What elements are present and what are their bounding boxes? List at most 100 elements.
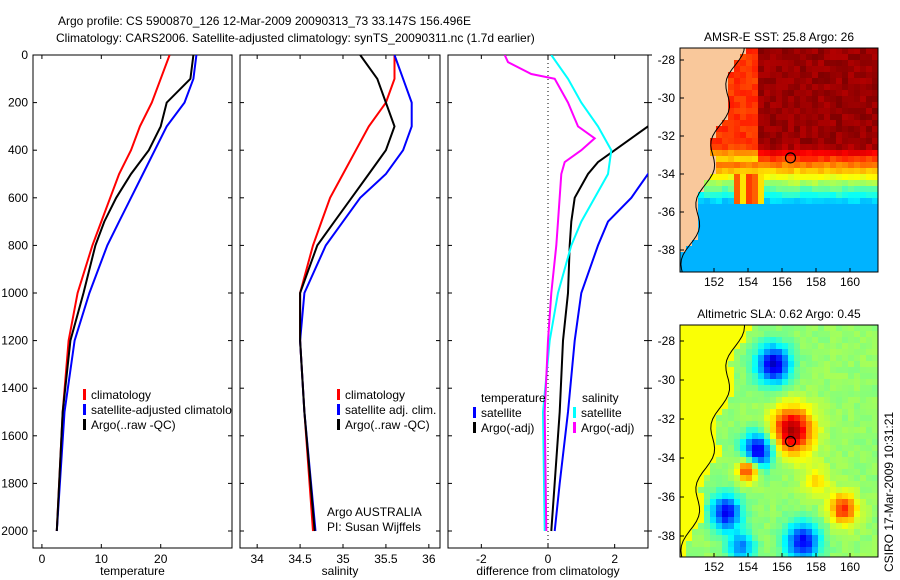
map-cell (698, 427, 704, 433)
y-tick-label: -34 (658, 167, 676, 181)
map-cell (812, 481, 818, 487)
series-line-salinity-argo-adj- (503, 55, 597, 532)
map-cell (692, 174, 698, 180)
map-cell (698, 102, 704, 108)
map-cell (860, 475, 866, 481)
map-cell (848, 84, 854, 90)
map-cell (728, 487, 734, 493)
map-cell (728, 499, 734, 505)
map-cell (836, 180, 842, 186)
map-cell (764, 96, 770, 102)
map-cell (686, 493, 692, 499)
map-cell (734, 90, 740, 96)
map-cell (752, 373, 758, 379)
map-cell (728, 234, 734, 240)
map-cell (740, 144, 746, 150)
map-cell (746, 391, 752, 397)
map-cell (698, 192, 704, 198)
map-cell (680, 228, 686, 234)
map-cell (842, 264, 848, 270)
map-cell (740, 379, 746, 385)
map-cell (740, 234, 746, 240)
map-cell (782, 535, 788, 541)
map-cell (776, 385, 782, 391)
map-cell (866, 379, 872, 385)
map-cell (758, 343, 764, 349)
legend-label: Argo(-adj) (481, 421, 534, 435)
map-cell (842, 499, 848, 505)
map-cell (836, 168, 842, 174)
map-cell (722, 457, 728, 463)
map-cell (740, 409, 746, 415)
map-cell (794, 210, 800, 216)
map-cell (746, 331, 752, 337)
map-cell (740, 132, 746, 138)
map-cell (866, 421, 872, 427)
map-cell (728, 421, 734, 427)
map-cell (758, 54, 764, 60)
map-cell (794, 409, 800, 415)
map-cell (692, 523, 698, 529)
map-cell (746, 252, 752, 258)
map-cell (740, 84, 746, 90)
map-cell (848, 421, 854, 427)
map-cell (764, 541, 770, 547)
map-cell (692, 78, 698, 84)
map-cell (776, 487, 782, 493)
map-cell (860, 535, 866, 541)
map-cell (848, 535, 854, 541)
map-cell (686, 228, 692, 234)
map-cell (848, 60, 854, 66)
map-cell (758, 499, 764, 505)
map-cell (734, 487, 740, 493)
map-cell (710, 150, 716, 156)
map-cell (788, 529, 794, 535)
map-cell (794, 54, 800, 60)
map-cell (752, 481, 758, 487)
x-tick-label: 34 (250, 552, 264, 566)
map-cell (692, 493, 698, 499)
map-cell (710, 469, 716, 475)
map-cell (758, 240, 764, 246)
map-cell (824, 138, 830, 144)
map-cell (686, 361, 692, 367)
map-cell (800, 66, 806, 72)
map-cell (848, 475, 854, 481)
map-cell (698, 505, 704, 511)
map-cell (824, 72, 830, 78)
map-cell (752, 349, 758, 355)
map-cell (806, 379, 812, 385)
map-cell (818, 168, 824, 174)
map-cell (698, 96, 704, 102)
map-cell (812, 54, 818, 60)
map-cell (860, 252, 866, 258)
map-cell (794, 168, 800, 174)
map-cell (680, 541, 686, 547)
map-cell (788, 264, 794, 270)
map-cell (788, 415, 794, 421)
map-cell (860, 270, 866, 272)
map-cell (788, 373, 794, 379)
map-cell (764, 156, 770, 162)
map-cell (866, 66, 872, 72)
map-cell (842, 355, 848, 361)
map-cell (794, 234, 800, 240)
map-cell (818, 403, 824, 409)
map-cell (824, 54, 830, 60)
map-cell (680, 481, 686, 487)
map-cell (830, 433, 836, 439)
map-cell (704, 373, 710, 379)
map-cell (866, 409, 872, 415)
map-cell (776, 541, 782, 547)
map-cell (872, 186, 878, 192)
map-cell (800, 138, 806, 144)
map-cell (866, 385, 872, 391)
map-cell (734, 397, 740, 403)
map-cell (758, 427, 764, 433)
map-cell (848, 204, 854, 210)
map-cell (788, 234, 794, 240)
map-cell (698, 144, 704, 150)
map-cell (788, 126, 794, 132)
map-cell (818, 108, 824, 114)
map-cell (710, 541, 716, 547)
